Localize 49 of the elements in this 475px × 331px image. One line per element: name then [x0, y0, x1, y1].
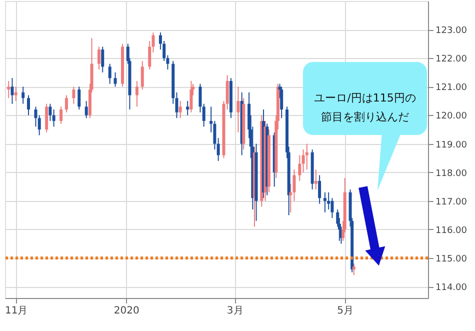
candlestick — [45, 103, 48, 133]
candlestick — [108, 63, 112, 84]
candlestick — [34, 106, 38, 128]
candlestick — [314, 168, 318, 190]
candlestick — [52, 109, 56, 128]
candlestick — [226, 74, 229, 110]
candlestick — [190, 80, 193, 113]
candlestick — [135, 80, 138, 108]
candlestick — [101, 46, 104, 73]
y-tick-label: 116.00 — [436, 226, 468, 236]
candlestick — [198, 83, 202, 113]
y-tick-label: 119.00 — [436, 140, 468, 150]
candlestick — [72, 86, 76, 104]
y-tick-label: 122.00 — [436, 54, 468, 65]
candlestick — [352, 263, 356, 276]
candlestick — [280, 86, 284, 119]
candlestick — [216, 138, 220, 162]
x-tick-label: 3月 — [226, 306, 244, 316]
candlestick — [178, 100, 182, 119]
candlestick — [7, 80, 10, 99]
y-tick-label: 114.00 — [436, 283, 468, 294]
y-tick-label: 120.00 — [436, 112, 468, 122]
candlestick — [327, 192, 330, 210]
candlestick — [323, 192, 326, 213]
y-tick-label: 115.00 — [436, 254, 468, 265]
y-tick-label: 118.00 — [436, 168, 468, 179]
candlestick — [60, 106, 63, 124]
candlestick — [202, 103, 206, 128]
candlestick — [98, 46, 100, 70]
x-tick-label: 5月 — [337, 306, 354, 316]
y-tick-label: 121.00 — [436, 83, 468, 94]
candlestick — [84, 100, 88, 119]
candlestick — [38, 114, 41, 136]
candlestick — [22, 86, 25, 104]
candlestick — [236, 86, 240, 133]
candlestick — [10, 78, 14, 104]
candlestick — [298, 154, 302, 182]
candlestick — [27, 94, 30, 116]
candlestick — [114, 72, 117, 88]
candlestick — [64, 94, 68, 113]
candlestick — [186, 100, 190, 116]
candlestick — [140, 60, 144, 90]
x-tick-label: 11月 — [4, 306, 28, 316]
candlestick — [318, 174, 322, 204]
y-tick-label: 117.00 — [436, 197, 468, 208]
x-tick-label: 2020 — [114, 306, 140, 316]
candlestick — [78, 86, 81, 110]
candlestick — [48, 103, 52, 122]
y-tick-label: 123.00 — [436, 26, 468, 36]
